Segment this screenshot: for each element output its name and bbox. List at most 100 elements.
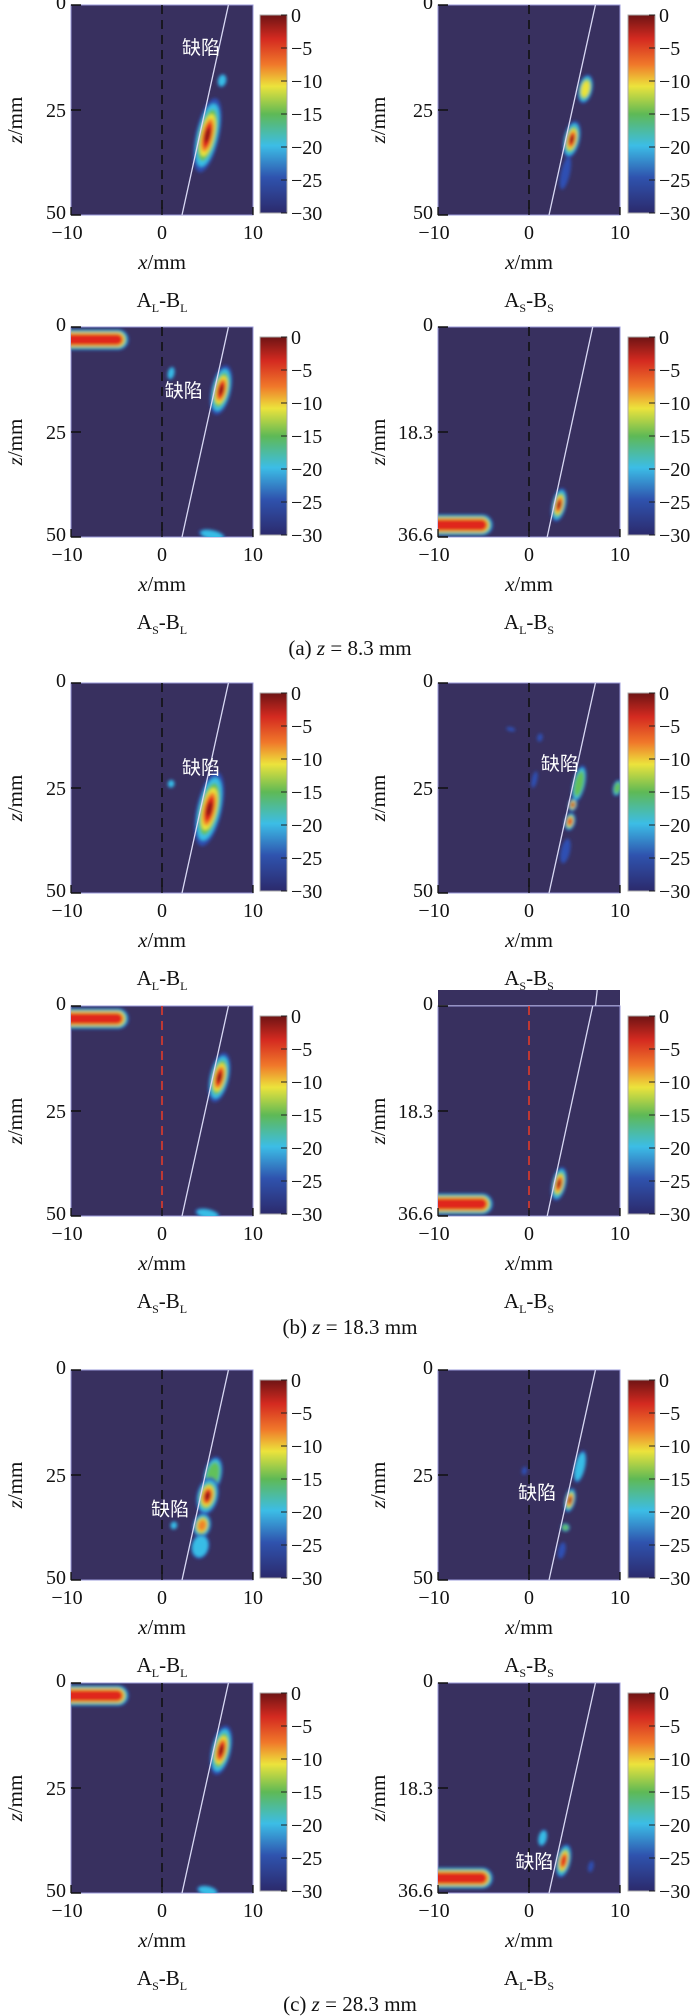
- y-tick-label: 25: [413, 778, 433, 800]
- x-tick-label: 0: [524, 222, 534, 244]
- colorbar-tick-label: −30: [659, 1204, 690, 1226]
- colorbar-tick-label: −25: [659, 1848, 690, 1870]
- defect-line: [546, 327, 594, 537]
- colorbar-tick-label: −30: [291, 1568, 322, 1590]
- x-tick-label: 0: [157, 900, 167, 922]
- colorbar-tick-label: −30: [291, 203, 322, 225]
- intensity-blob-mark: [571, 803, 574, 807]
- colorbar-tick-label: −5: [659, 1039, 680, 1061]
- intensity-blob-mark: [198, 1886, 217, 1893]
- colorbar-tick-label: −20: [659, 1815, 690, 1837]
- colorbar-tick-label: −10: [659, 1436, 690, 1458]
- y-axis-label: z/mm: [3, 1098, 27, 1146]
- y-tick-label: 0: [56, 0, 66, 14]
- defect-annotation: 缺陷: [165, 380, 203, 402]
- y-tick-label: 25: [46, 1778, 66, 1800]
- colorbar-tick-label: −5: [659, 360, 680, 382]
- colorbar-tick-label: −10: [659, 1749, 690, 1771]
- intensity-blob-mark: [521, 1466, 528, 1475]
- x-tick-label: −10: [51, 544, 82, 566]
- colorbar-tick-label: −15: [291, 426, 322, 448]
- y-tick-label: 50: [46, 880, 66, 902]
- reflection-stripe-mark: [71, 1013, 123, 1024]
- intensity-blob-mark: [574, 1452, 586, 1481]
- defect-line: [181, 327, 230, 537]
- colorbar-tick-label: −25: [291, 1171, 322, 1193]
- x-axis-label: x/mm: [504, 1615, 553, 1639]
- intensity-blob-mark: [573, 770, 585, 797]
- x-tick-label: 0: [157, 544, 167, 566]
- x-tick-label: 0: [157, 1223, 167, 1245]
- colorbar-tick-label: −15: [659, 1782, 690, 1804]
- colorbar-tick-label: −5: [291, 360, 312, 382]
- x-axis-label: x/mm: [504, 1928, 553, 1952]
- y-tick-label: 0: [56, 993, 66, 1015]
- y-tick-label: 0: [56, 314, 66, 336]
- panel-title: AL-BL: [137, 288, 188, 315]
- y-tick-label: 18.3: [398, 422, 433, 444]
- y-tick-label: 25: [46, 100, 66, 122]
- intensity-blob-mark: [197, 1519, 207, 1532]
- x-axis-label: x/mm: [504, 572, 553, 596]
- intensity-blob-mark: [167, 780, 175, 788]
- colorbar-tick-label: −30: [659, 881, 690, 903]
- defect-annotation: 缺陷: [182, 757, 220, 779]
- colorbar-tick-label: −20: [291, 137, 322, 159]
- y-axis-label: z/mm: [3, 97, 27, 145]
- y-tick-label: 0: [423, 670, 433, 692]
- colorbar-tick-label: −10: [291, 71, 322, 93]
- colorbar-tick-label: −25: [659, 1171, 690, 1193]
- x-tick-label: 0: [524, 1223, 534, 1245]
- x-axis-label: x/mm: [137, 250, 186, 274]
- x-axis-label: x/mm: [137, 1928, 186, 1952]
- defect-line: [181, 5, 230, 215]
- y-tick-label: 18.3: [398, 1101, 433, 1123]
- intensity-blob-mark: [568, 1497, 572, 1503]
- colorbar-tick-label: 0: [291, 327, 301, 349]
- intensity-blob-mark: [506, 726, 516, 732]
- x-tick-label: −10: [51, 1587, 82, 1609]
- intensity-blob-mark: [568, 818, 572, 825]
- colorbar-tick-label: −20: [291, 459, 322, 481]
- colorbar-tick-label: −5: [291, 716, 312, 738]
- x-tick-label: −10: [51, 1900, 82, 1922]
- y-tick-label: 0: [423, 0, 433, 14]
- colorbar-tick-label: 0: [291, 1370, 301, 1392]
- panel-title: AS-BS: [504, 1653, 554, 1680]
- reflection-stripe-mark: [438, 1198, 487, 1210]
- y-axis-label: z/mm: [3, 419, 27, 467]
- defect-line: [181, 1006, 230, 1216]
- colorbar-tick-label: −20: [659, 1502, 690, 1524]
- section-caption: (a) z = 8.3 mm: [288, 636, 411, 660]
- extra-plot-strip: [438, 990, 620, 1006]
- x-tick-label: 10: [243, 222, 263, 244]
- panel-title: AS-BL: [137, 1966, 187, 1993]
- defect-annotation: 缺陷: [182, 37, 220, 59]
- colorbar-tick-label: −25: [291, 1535, 322, 1557]
- colorbar-tick-label: 0: [659, 1370, 669, 1392]
- reflection-stripe-mark: [71, 334, 123, 345]
- colorbar-tick-label: 0: [291, 1006, 301, 1028]
- y-tick-label: 0: [423, 314, 433, 336]
- x-tick-label: 10: [243, 544, 263, 566]
- y-axis-label: z/mm: [366, 1098, 390, 1146]
- colorbar-tick-label: −20: [291, 1138, 322, 1160]
- intensity-blob-mark: [200, 530, 224, 537]
- x-tick-label: 10: [610, 1223, 630, 1245]
- x-tick-label: 10: [243, 1223, 263, 1245]
- y-axis-label: z/mm: [366, 775, 390, 823]
- x-tick-label: 10: [243, 1587, 263, 1609]
- y-tick-label: 50: [46, 1567, 66, 1589]
- heatmap-panel: 018.336.6−10 0 10x/mmz/mm0−5−10−15−20−25−3…: [366, 989, 690, 1316]
- colorbar-tick-label: 0: [291, 683, 301, 705]
- colorbar-tick-label: −10: [659, 749, 690, 771]
- intensity-blob-mark: [537, 733, 543, 742]
- y-tick-label: 0: [423, 1670, 433, 1692]
